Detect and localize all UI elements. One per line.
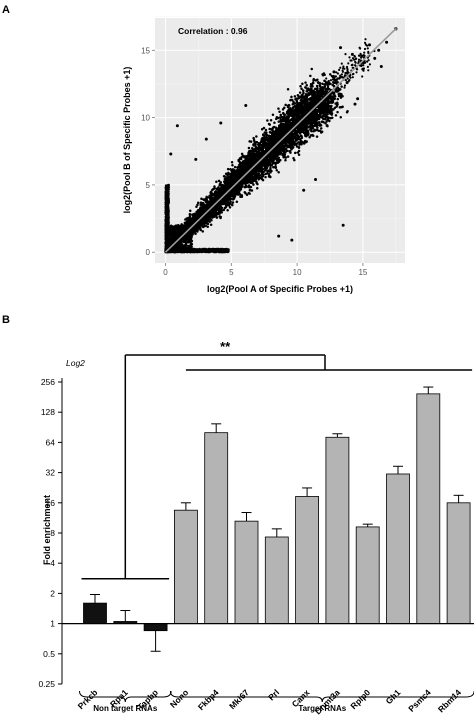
- scatter-point: [356, 97, 360, 101]
- y-tick-label: 15: [141, 46, 150, 55]
- significance-marker: **: [220, 339, 231, 354]
- scatter-point: [332, 70, 336, 74]
- group-brace: [79, 690, 172, 703]
- scatter-point: [345, 81, 349, 85]
- scatter-point: [341, 223, 345, 227]
- bar-psmc4: [416, 393, 441, 624]
- category-label-rplp0: Rplp0: [348, 687, 372, 711]
- bar-nono: [173, 509, 198, 624]
- x-tick-label: 10: [293, 268, 302, 277]
- correlation-annotation: Correlation : 0.96: [178, 26, 248, 36]
- scatter-point: [373, 56, 377, 60]
- bar-mki67: [234, 520, 259, 625]
- panel-b-label: B: [2, 314, 10, 326]
- y-tick-label: 128: [41, 407, 55, 417]
- scatter-point: [175, 124, 179, 128]
- scatter-y-axis-title: log2(Pool B of Specific Probes +1): [122, 67, 132, 214]
- y-tick-label: 64: [46, 437, 56, 447]
- category-label-mki67: Mki67: [227, 687, 251, 711]
- scatter-point: [302, 188, 306, 192]
- scatter-y-ticks: 0 5 10 15: [141, 46, 155, 257]
- bar-chart: Log2 Fold enrichment 0.25 0.5 1 2 4 8 16 32 64 12…: [38, 339, 474, 715]
- scatter-point: [290, 238, 294, 242]
- y-tick-label: 0: [146, 248, 151, 257]
- scatter-point: [324, 87, 328, 91]
- scatter-point-cloud: [164, 38, 376, 254]
- bar-tapbp: [143, 623, 168, 632]
- category-label-rbm14: Rbm14: [436, 687, 463, 714]
- scatter-point: [350, 52, 354, 56]
- bar-rbm14: [446, 502, 471, 624]
- scatter-point: [244, 104, 248, 107]
- x-tick-label: 15: [358, 268, 367, 277]
- y-tick-label: 0.25: [38, 679, 55, 689]
- y-tick-label: 5: [146, 181, 151, 190]
- bar-prl: [264, 536, 289, 624]
- y-tick-label: 1: [50, 619, 55, 629]
- group-label: Non target RNAs: [93, 704, 158, 713]
- bar-gh1: [386, 473, 410, 625]
- scatter-x-ticks: 0 5 10 15: [163, 263, 368, 277]
- scatter-x-axis-title: log2(Pool A of Specific Probes +1): [207, 284, 353, 294]
- y-unit-label: Log2: [66, 358, 85, 368]
- bar-y-axis: 0.25 0.5 1 2 4 8 16 32 64 128 256: [38, 377, 63, 689]
- scatter-point: [361, 67, 365, 71]
- group-brace: [169, 690, 474, 703]
- scatter-point: [353, 102, 357, 106]
- y-tick-label: 0.5: [43, 649, 55, 659]
- x-tick-label: 5: [229, 268, 234, 277]
- scatter-point: [204, 137, 208, 141]
- group-label: Target RNAs: [298, 704, 346, 713]
- bar-dnmt3a: [325, 436, 350, 625]
- scatter-point: [277, 234, 281, 238]
- scatter-point: [377, 48, 381, 52]
- significance-bracket: **: [81, 339, 473, 580]
- category-label-psmc4: Psmc4: [406, 687, 433, 714]
- y-tick-label: 4: [50, 558, 55, 568]
- bar-rplp0: [355, 526, 380, 624]
- y-tick-label: 256: [41, 377, 55, 387]
- point-cloud-path: [164, 38, 376, 254]
- bar-canx: [295, 496, 320, 625]
- scatter-point: [194, 157, 198, 161]
- y-tick-label: 16: [46, 498, 56, 508]
- scatter-point: [379, 64, 383, 68]
- bar-prkcb: [83, 602, 107, 625]
- scatter-plot: Correlation : 0.96 0 5 10 15 0 5 10 15 log2(Po…: [122, 16, 405, 294]
- scatter-point: [385, 40, 389, 44]
- scatter-point: [314, 178, 318, 182]
- bar-fkbp4: [204, 432, 229, 624]
- fit-line: [164, 28, 397, 253]
- scatter-outlier-points: [169, 26, 398, 242]
- scatter-point: [219, 121, 223, 125]
- y-tick-label: 2: [50, 588, 55, 598]
- scatter-point: [339, 46, 343, 50]
- category-label-nono: Nono: [168, 687, 190, 709]
- y-tick-label: 8: [50, 528, 55, 538]
- y-tick-label: 10: [141, 114, 150, 123]
- scatter-point: [367, 43, 371, 47]
- panel-a-label: A: [2, 4, 10, 16]
- category-label-prl: Prl: [266, 687, 281, 702]
- x-tick-label: 0: [163, 268, 168, 277]
- category-label-fkbp4: Fkbp4: [196, 687, 221, 712]
- scatter-point: [169, 152, 173, 156]
- bar-series: [83, 393, 471, 632]
- group-brackets: Non target RNAs Target RNAs: [79, 690, 474, 713]
- bar-y-axis-title: Fold enrichment: [42, 495, 52, 565]
- y-tick-label: 32: [46, 468, 56, 478]
